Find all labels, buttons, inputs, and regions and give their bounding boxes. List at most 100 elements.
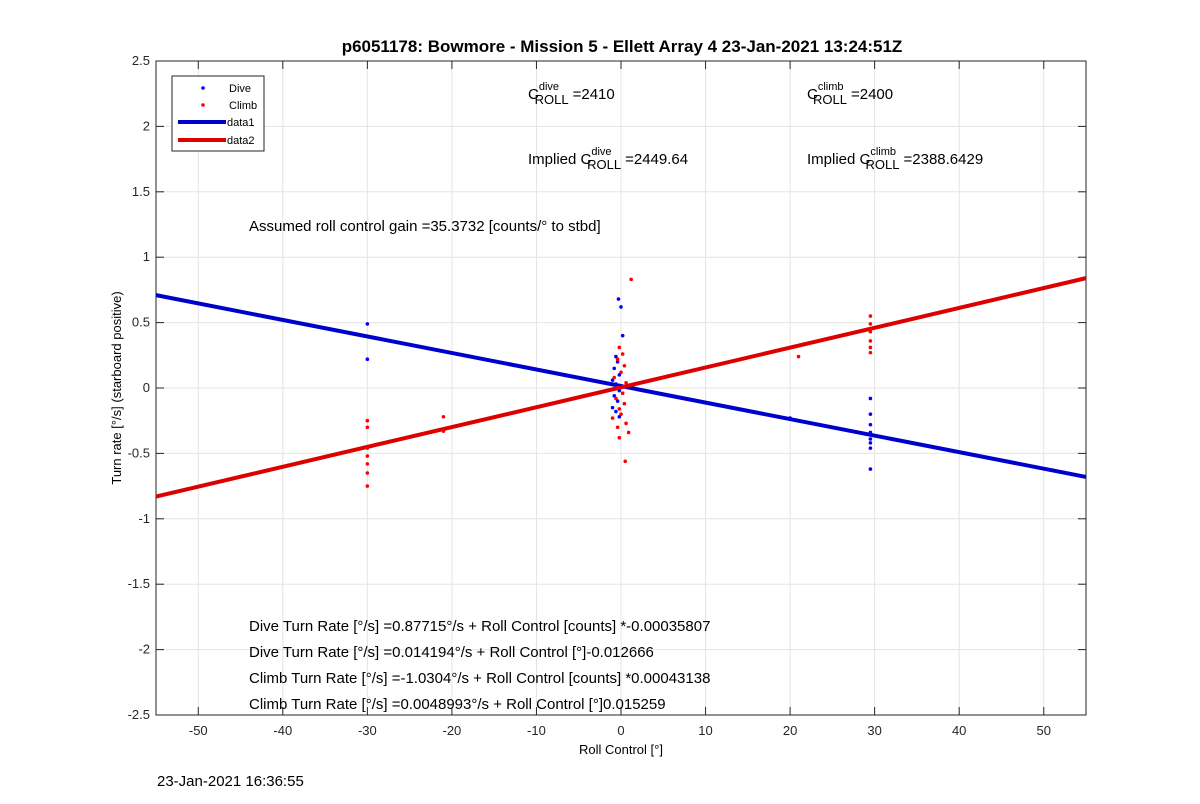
point-dive <box>619 305 623 309</box>
x-tick-label: 50 <box>1036 723 1050 738</box>
point-climb <box>796 354 801 359</box>
point-dive <box>612 366 617 371</box>
point-climb <box>620 391 625 396</box>
point-climb <box>617 345 622 350</box>
y-tick-label: -1.5 <box>128 576 150 591</box>
y-tick-label: 2 <box>143 118 150 133</box>
gain-label: Assumed roll control gain =35.3732 [coun… <box>249 218 601 235</box>
point-climb <box>610 416 615 420</box>
x-tick-label: -50 <box>189 723 208 738</box>
point-dive <box>614 382 618 386</box>
point-climb <box>624 380 628 385</box>
point-climb <box>622 363 627 368</box>
x-tick-label: 30 <box>867 723 881 738</box>
point-climb <box>441 414 446 419</box>
point-dive <box>868 437 873 441</box>
point-climb <box>365 471 370 475</box>
legend-marker-dive <box>201 86 205 90</box>
point-dive <box>610 405 615 410</box>
point-climb <box>615 386 620 390</box>
legend-label-dive: Dive <box>229 83 251 95</box>
legend-label-data2: data2 <box>227 135 255 147</box>
legend-marker-climb <box>201 103 205 107</box>
point-dive <box>365 357 370 362</box>
x-axis-label: Roll Control [°] <box>579 742 663 757</box>
point-climb <box>620 352 625 356</box>
y-tick-label: 0.5 <box>132 315 150 330</box>
axis-ticks: -50 -40 -30 -20 -10 0 10 20 30 40 50-2.5-2-1.5-1-0… <box>128 53 1086 738</box>
point-climb <box>619 412 623 416</box>
fit-equation-2: Dive Turn Rate [°/s] =0.014194°/s + Roll… <box>249 644 654 661</box>
point-climb <box>441 429 446 433</box>
footer-timestamp: 23-Jan-2021 16:36:55 <box>157 773 304 790</box>
point-dive <box>868 441 873 445</box>
point-dive <box>868 396 873 401</box>
y-tick-label: 0 <box>143 380 150 395</box>
x-tick-label: 10 <box>698 723 712 738</box>
point-climb <box>868 327 873 331</box>
point-climb <box>868 345 873 350</box>
x-tick-label: 40 <box>952 723 966 738</box>
point-climb <box>365 446 370 450</box>
point-climb <box>868 329 873 334</box>
chart-marks <box>155 276 1087 499</box>
point-dive <box>616 297 621 301</box>
y-tick-label: 2.5 <box>132 53 150 68</box>
point-climb <box>612 375 617 380</box>
fit-equation-1: Dive Turn Rate [°/s] =0.87715°/s + Roll … <box>249 618 710 635</box>
y-tick-label: -2 <box>138 642 150 657</box>
point-climb <box>619 370 623 375</box>
point-climb <box>623 459 628 464</box>
point-climb <box>615 357 620 362</box>
point-climb <box>614 396 618 401</box>
point-climb <box>868 322 873 326</box>
point-climb <box>622 401 627 406</box>
point-dive <box>868 430 873 435</box>
point-dive <box>620 333 625 338</box>
point-climb <box>365 454 370 458</box>
y-axis-label: Turn rate [°/s] (starboard positive) <box>109 291 124 484</box>
point-climb <box>615 425 620 430</box>
x-tick-label: -40 <box>273 723 292 738</box>
point-climb <box>629 277 633 282</box>
point-dive <box>617 388 622 393</box>
x-tick-label: 20 <box>783 723 797 738</box>
c-roll-dive-label: Cdive ROLL =2410 <box>528 81 615 107</box>
point-climb <box>868 314 873 318</box>
legend-label-climb: Climb <box>229 100 257 112</box>
point-climb <box>365 484 370 488</box>
implied-c-roll-dive-label: Implied Cdive ROLL =2449.64 <box>528 146 688 172</box>
x-tick-label: -30 <box>358 723 377 738</box>
point-climb <box>617 435 622 440</box>
y-tick-label: -1 <box>138 511 150 526</box>
point-dive <box>614 409 618 414</box>
point-dive <box>617 373 622 377</box>
fit-equation-3: Climb Turn Rate [°/s] =-1.0304°/s + Roll… <box>249 670 710 687</box>
fit-equation-4: Climb Turn Rate [°/s] =0.0048993°/s + Ro… <box>249 696 666 713</box>
implied-c-roll-climb-label: Implied Cclimb ROLL =2388.6429 <box>807 146 983 172</box>
c-roll-climb-label: Cclimb ROLL =2400 <box>807 81 893 107</box>
chart-title: p6051178: Bowmore - Mission 5 - Ellett A… <box>342 37 903 56</box>
point-climb <box>868 339 873 343</box>
annotations: Cdive ROLL =2410 Cclimb ROLL =2400 Implied Cdi… <box>249 81 983 713</box>
point-climb <box>365 425 370 430</box>
point-dive <box>868 412 873 416</box>
series-line-data2 <box>155 276 1087 499</box>
y-tick-label: -2.5 <box>128 707 150 722</box>
point-climb <box>365 418 370 423</box>
y-tick-label: -0.5 <box>128 445 150 460</box>
legend-label-data1: data1 <box>227 117 255 129</box>
point-dive <box>868 446 873 450</box>
point-climb <box>617 407 622 411</box>
point-dive <box>617 414 622 419</box>
y-tick-label: 1 <box>143 249 150 264</box>
point-dive <box>615 399 620 403</box>
point-climb <box>868 350 873 355</box>
point-climb <box>365 462 370 466</box>
point-climb <box>624 421 628 426</box>
legend: Dive Climb data1 data2 <box>171 75 265 152</box>
point-dive <box>868 467 873 471</box>
point-dive <box>614 354 618 359</box>
x-tick-label: -10 <box>527 723 546 738</box>
